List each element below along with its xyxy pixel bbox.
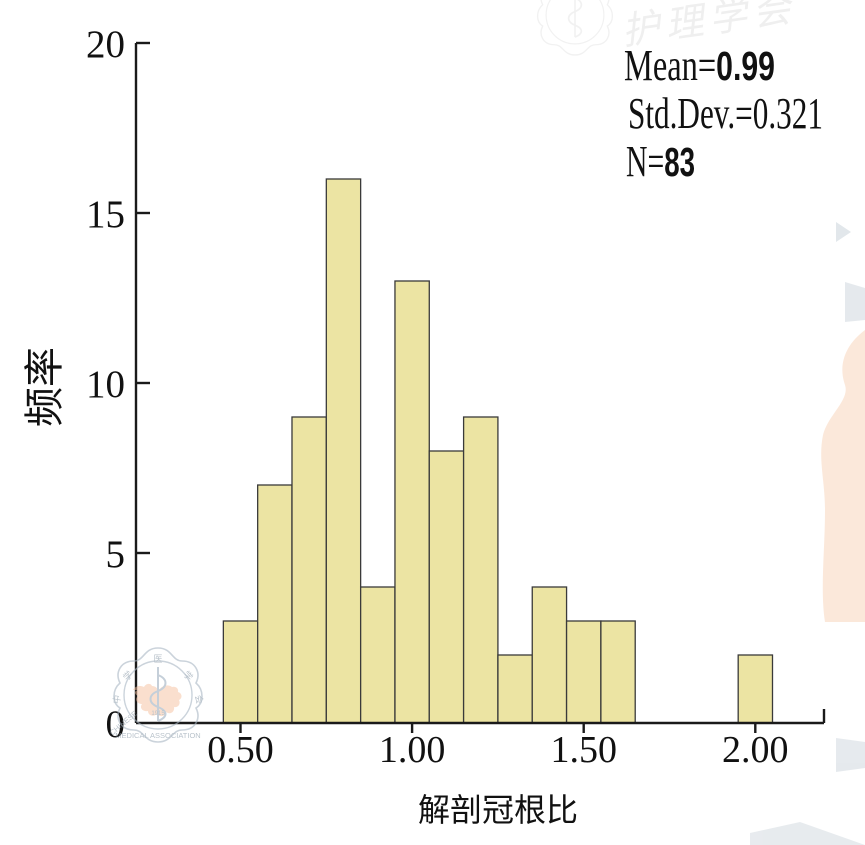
svg-text:学: 学 [120,668,134,682]
svg-text:Mean=0.99: Mean=0.99 [624,41,775,90]
svg-text:医: 医 [153,654,162,664]
svg-text:会: 会 [193,694,205,705]
svg-text:20: 20 [86,23,125,66]
svg-text:1.50: 1.50 [550,729,617,771]
svg-text:学: 学 [181,668,195,682]
svg-text:0.50: 0.50 [207,729,274,771]
svg-text:1915: 1915 [151,711,165,717]
svg-text:N=83: N=83 [626,137,695,186]
svg-text:15: 15 [86,193,125,236]
svg-text:5: 5 [106,533,126,576]
svg-text:1.00: 1.00 [379,729,446,771]
svg-text:2.00: 2.00 [722,729,789,771]
svg-text:频率: 频率 [22,347,67,427]
svg-text:MEDICAL ASSOCIATION: MEDICAL ASSOCIATION [115,731,200,740]
svg-text:解剖冠根比: 解剖冠根比 [418,792,578,828]
svg-text:Std.Dev.=0.321: Std.Dev.=0.321 [628,89,823,138]
svg-text:中: 中 [110,694,122,705]
svg-text:10: 10 [86,363,125,406]
